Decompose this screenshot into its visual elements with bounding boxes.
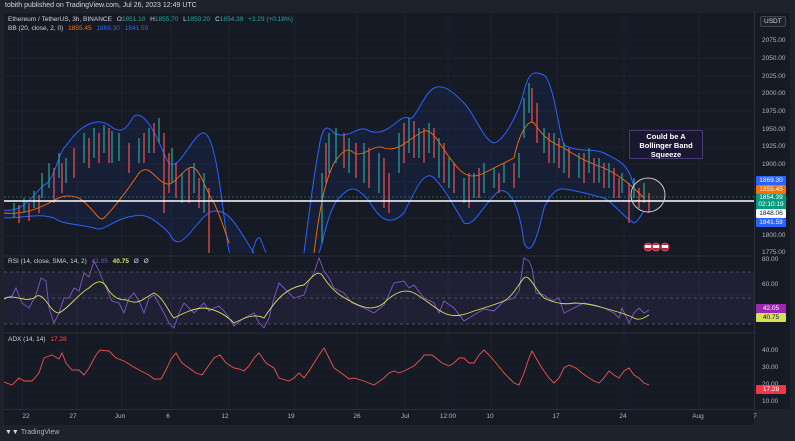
- adx-tick: 40.00: [762, 347, 779, 354]
- price-tick: 2075.00: [762, 37, 786, 44]
- rsi-extra-1: Ø: [133, 258, 139, 265]
- annotation-line-2: Bollinger Band: [639, 141, 693, 150]
- event-flags[interactable]: [643, 242, 670, 252]
- price-tick: 1775.00: [762, 249, 786, 256]
- bb-upper-line: [4, 114, 231, 254]
- bb-lower-value: 1841.59: [124, 25, 149, 32]
- price-tick: 2025.00: [762, 73, 786, 80]
- publish-line: tobith published on TradingView.com, Jul…: [5, 2, 197, 9]
- rsi-sma-value: 40.75: [112, 258, 129, 265]
- rsi-extra-2: Ø: [143, 258, 149, 265]
- rsi-value: 42.05: [91, 258, 108, 265]
- close-value: 1854.39: [219, 16, 244, 23]
- change-value: +3.29 (+0.18%): [248, 16, 293, 23]
- price-tick: 2000.00: [762, 90, 786, 97]
- price-tick: 1800.00: [762, 232, 786, 239]
- open-value: 1851.10: [121, 16, 146, 23]
- high-value: 1855.70: [154, 16, 179, 23]
- annotation-line-1: Could be A: [646, 132, 686, 141]
- brand-label: TradingView: [20, 429, 60, 436]
- rsi-legend: RSI (14, close, SMA, 14, 2) 42.05 40.75 …: [8, 258, 152, 265]
- price-tick: 1925.00: [762, 143, 786, 150]
- time-tick: 17: [552, 413, 560, 420]
- time-tick: 7: [753, 413, 757, 420]
- bb-lower-tag: 1841.59: [756, 218, 786, 227]
- bar-countdown: 02:10:19: [758, 200, 784, 208]
- bb-upper-value: 1869.30: [96, 25, 120, 32]
- adx-tick: 30.00: [762, 364, 779, 371]
- rsi-label[interactable]: RSI (14, close, SMA, 14, 2): [8, 258, 87, 265]
- publish-bar: tobith published on TradingView.com, Jul…: [0, 0, 795, 13]
- tv-logo-icon: ▼▼: [5, 429, 19, 436]
- bb-lower-line: [4, 210, 255, 254]
- rsi-tick: 80.00: [762, 256, 779, 263]
- time-tick: 10: [486, 413, 494, 420]
- adx-line: [4, 347, 650, 386]
- currency-button[interactable]: USDT: [760, 16, 786, 27]
- low-value: 1850.20: [186, 16, 211, 23]
- time-tick: 27: [69, 413, 77, 420]
- last-price: 1854.39: [759, 194, 783, 201]
- chart-canvas: [4, 13, 754, 409]
- time-tick: 22: [22, 413, 30, 420]
- rsi-tag: 42.05: [756, 304, 786, 313]
- rsi-sma-tag: 40.75: [756, 313, 786, 322]
- price-tick: 1975.00: [762, 108, 786, 115]
- annotation-box[interactable]: Could be A Bollinger Band Squeeze: [629, 130, 703, 159]
- time-tick: 26: [353, 413, 361, 420]
- main-legend: Ethereum / TetherUS, 3h, BINANCE O1851.1…: [8, 16, 296, 23]
- time-tick: Aug: [692, 413, 704, 420]
- chart-area[interactable]: [4, 13, 754, 409]
- bb-label[interactable]: BB (20, close, 2, 0): [8, 25, 64, 32]
- adx-label[interactable]: ADX (14, 14): [8, 336, 46, 343]
- adx-tick: 20.00: [762, 381, 778, 388]
- adx-tag: 17.28: [756, 385, 786, 394]
- rsi-line: [4, 256, 650, 329]
- footer-bar: [0, 425, 795, 441]
- price-tick: 2050.00: [762, 55, 786, 62]
- bb-legend: BB (20, close, 2, 0) 1855.45 1869.30 184…: [8, 25, 151, 32]
- time-axis[interactable]: [4, 409, 754, 425]
- candles: [13, 83, 650, 253]
- time-tick: Jun: [114, 413, 126, 420]
- bb-fill: [4, 72, 634, 254]
- rsi-tick: 60.00: [762, 281, 779, 288]
- time-tick: 12:00: [439, 413, 457, 420]
- time-tick: 12: [221, 413, 229, 420]
- adx-value: 17.28: [50, 336, 67, 343]
- time-tick: 19: [287, 413, 295, 420]
- symbol-label[interactable]: Ethereum / TetherUS, 3h, BINANCE: [8, 16, 112, 23]
- close-label: C: [215, 16, 220, 23]
- time-tick: 24: [619, 413, 627, 420]
- tradingview-logo[interactable]: ▼▼ TradingView: [5, 429, 59, 436]
- bb-basis-tag: 1855.45: [756, 185, 786, 194]
- time-tick: Jul: [400, 413, 410, 420]
- open-label: O: [116, 16, 122, 23]
- low-label: L: [183, 16, 187, 23]
- bb-upper-tag: 1869.30: [756, 176, 786, 185]
- squeeze-circle[interactable]: [630, 177, 666, 213]
- price-tick: 1900.00: [762, 161, 786, 168]
- price-tick: 1950.00: [762, 126, 786, 133]
- annotation-line-3: Squeeze: [650, 150, 682, 159]
- hline-tag: 1848.06: [756, 209, 786, 218]
- bb-basis-line: [4, 167, 230, 244]
- adx-tick: 10.00: [762, 398, 779, 405]
- adx-legend: ADX (14, 14) 17.28: [8, 336, 70, 343]
- time-tick: 6: [166, 413, 170, 420]
- high-label: H: [150, 16, 155, 23]
- last-price-tag: 1854.39 02:10:19: [756, 194, 786, 209]
- rsi-sma-line: [4, 272, 650, 324]
- bb-basis-value: 1855.45: [68, 25, 92, 32]
